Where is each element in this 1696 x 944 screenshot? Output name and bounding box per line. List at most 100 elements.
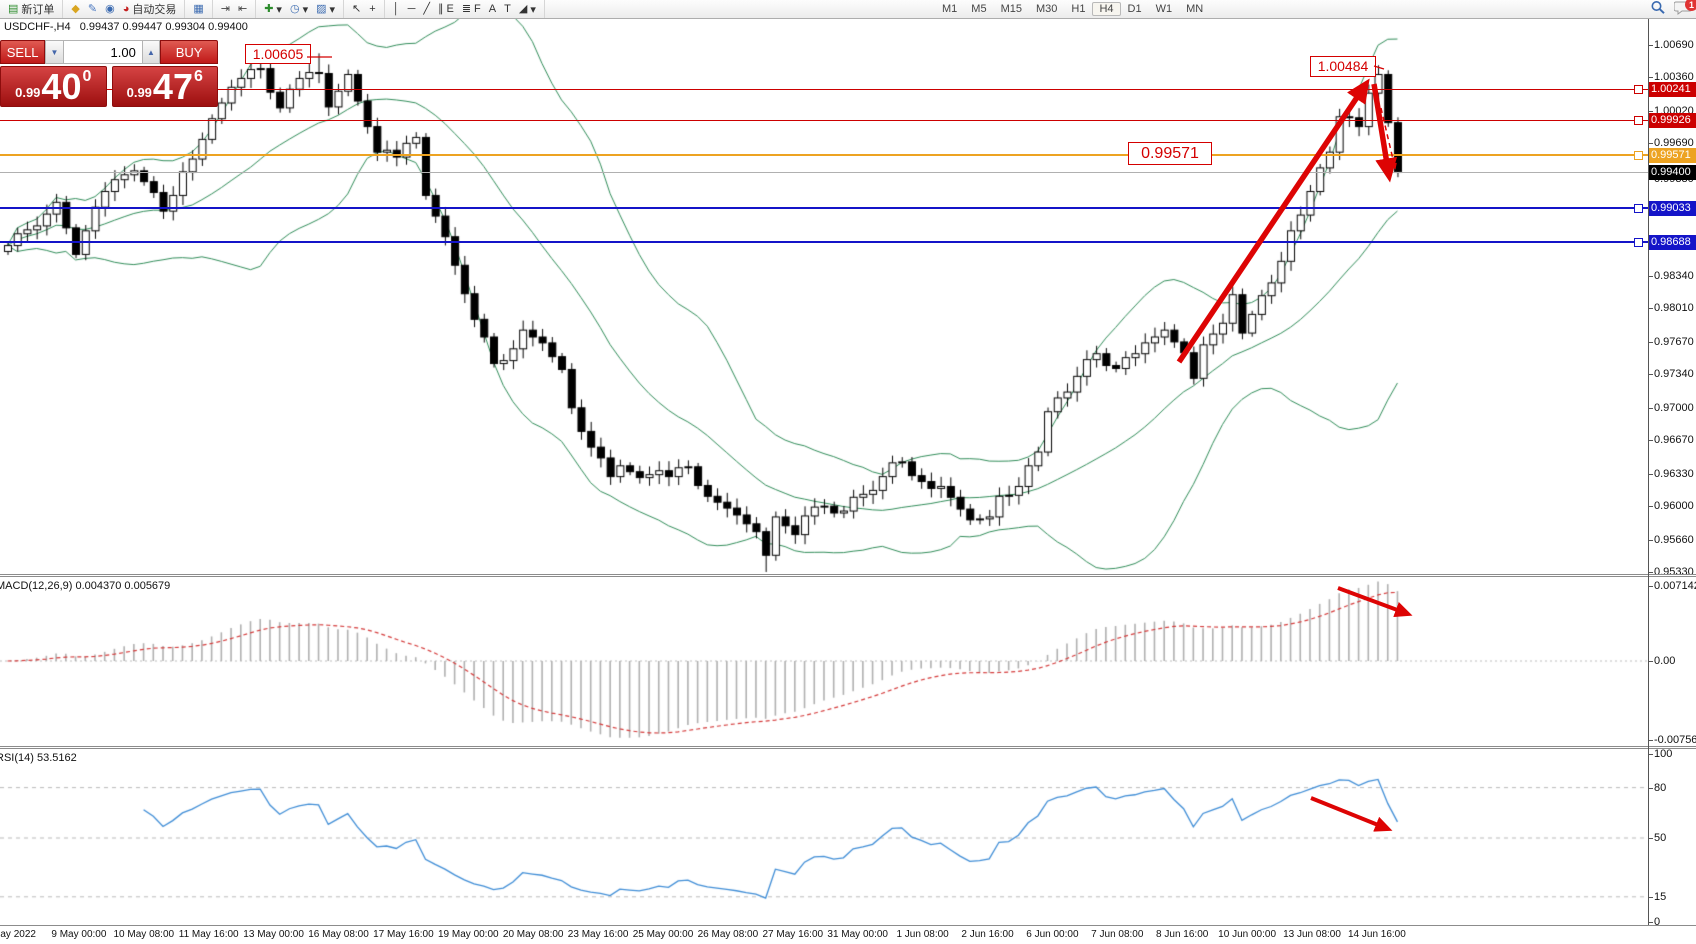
- price-tick-label: 0.96670: [1654, 434, 1694, 447]
- text-icon: A: [488, 3, 497, 15]
- price-tick-label: 0.97670: [1654, 335, 1694, 348]
- horizontal-level-line[interactable]: [0, 88, 1648, 90]
- timeframe-button-h1[interactable]: H1: [1071, 3, 1086, 15]
- volume-up-button[interactable]: ▲: [141, 40, 161, 64]
- time-axis-label: 13 Jun 08:00: [1283, 929, 1341, 940]
- rsi-tick-mark: [1648, 922, 1653, 923]
- text-label-icon[interactable]: T: [500, 1, 515, 17]
- auto-trading-button[interactable]: ◕ 自动交易: [119, 1, 181, 17]
- equidistant-channel-icon[interactable]: ∥ E: [434, 1, 458, 17]
- volume-down-button[interactable]: ▼: [45, 40, 64, 64]
- quill-icon[interactable]: ✎: [84, 1, 101, 17]
- toolbar-button-label: ▾: [276, 3, 282, 16]
- time-axis-label: 23 May 16:00: [567, 929, 629, 940]
- horizontal-level-line[interactable]: [0, 119, 1648, 121]
- price-tick-mark: [1648, 539, 1653, 541]
- cursor-icon[interactable]: ↖: [348, 1, 365, 17]
- timeframe-button-mn[interactable]: MN: [1186, 3, 1204, 15]
- time-axis-separator: [0, 925, 1696, 926]
- timeframe-button-m30[interactable]: M30: [1035, 3, 1058, 15]
- horizontal-line-icon[interactable]: ─: [404, 1, 420, 17]
- toolbar-group: │ ─ ╱ ∥ E ≣ F A T ◢ ▾: [385, 0, 545, 18]
- symbol-period-label: USDCHF-,H4: [4, 21, 71, 33]
- level-price-label: 0.99926: [1649, 113, 1696, 129]
- timeframe-button-w1[interactable]: W1: [1155, 3, 1173, 15]
- chart-shift-icon[interactable]: ⇤: [234, 1, 251, 17]
- timeframe-button-m5[interactable]: M5: [971, 3, 987, 15]
- broadcast-icon[interactable]: ◉: [101, 1, 119, 17]
- gold-icon[interactable]: ◆: [67, 1, 83, 17]
- fibonacci-icon[interactable]: ≣ F: [458, 1, 485, 17]
- auto-scroll-icon[interactable]: ⇥: [217, 1, 234, 17]
- rsi-tick-mark: [1648, 754, 1653, 755]
- ohlc-values: 0.99437 0.99447 0.99304 0.99400: [79, 21, 248, 33]
- buy-price-sup: 6: [193, 68, 203, 85]
- level-line-handle[interactable]: [1634, 116, 1643, 126]
- sell-price-box[interactable]: 0.99 40 0: [0, 66, 107, 107]
- level-line-handle[interactable]: [1634, 151, 1643, 161]
- horizontal-level-line[interactable]: [0, 240, 1648, 243]
- macd-tick-label: 0.00: [1654, 655, 1676, 667]
- chat-icon[interactable]: 1: [1673, 0, 1696, 18]
- text-icon[interactable]: A: [485, 1, 500, 17]
- arrows-icon[interactable]: ◢ ▾: [515, 1, 540, 17]
- text-label-icon: T: [504, 3, 511, 15]
- time-axis-label: 9 May 00:00: [51, 929, 107, 940]
- rsi-tick-label: 100: [1654, 748, 1673, 760]
- price-callout-level[interactable]: 0.99571: [1128, 142, 1212, 165]
- volume-input[interactable]: 1.00: [63, 40, 142, 64]
- price-callout-high-2[interactable]: 1.00484: [1310, 56, 1376, 77]
- auto-scroll-icon: ⇥: [220, 3, 230, 15]
- macd-tick-mark: [1648, 661, 1653, 662]
- timeframe-button-d1[interactable]: D1: [1127, 3, 1142, 15]
- rsi-tick-mark: [1648, 896, 1653, 898]
- level-price-label: 0.99033: [1649, 200, 1696, 216]
- periods-button[interactable]: ◷ ▾: [286, 1, 312, 17]
- buy-price-box[interactable]: 0.99 47 6: [111, 66, 218, 107]
- timeframe-button-h4[interactable]: H4: [1092, 2, 1121, 16]
- price-tick-label: 0.96330: [1654, 467, 1694, 480]
- crosshair-icon[interactable]: +: [365, 1, 379, 17]
- trendline-icon[interactable]: ╱: [419, 1, 434, 17]
- new-order-button[interactable]: ▤ 新订单: [4, 1, 58, 17]
- add-indicator-button[interactable]: ✚ ▾: [260, 1, 286, 17]
- horizontal-level-line[interactable]: [0, 154, 1648, 157]
- level-line-handle[interactable]: [1634, 237, 1643, 247]
- buy-button[interactable]: BUY: [160, 40, 218, 64]
- macd-tick-mark: [1648, 586, 1653, 587]
- time-axis-label: 10 Jun 00:00: [1218, 929, 1277, 940]
- panel-separator[interactable]: [0, 748, 1696, 749]
- level-line-handle[interactable]: [1634, 85, 1643, 95]
- price-tick-label: 1.00690: [1654, 39, 1694, 51]
- price-tick-label: 0.97340: [1654, 368, 1694, 381]
- panel-separator[interactable]: [0, 574, 1696, 575]
- buy-price-prefix: 0.99: [126, 85, 152, 100]
- rsi-tick-label: 80: [1654, 781, 1667, 794]
- fibonacci-icon: ≣: [461, 3, 472, 15]
- price-callout-high-1[interactable]: 1.00605: [245, 44, 311, 64]
- search-icon[interactable]: [1650, 0, 1666, 18]
- time-axis-label: 7 Jun 08:00: [1091, 929, 1144, 940]
- timeframe-button-m1[interactable]: M1: [942, 3, 958, 15]
- macd-panel-canvas[interactable]: [0, 577, 1648, 746]
- tile-windows-icon[interactable]: ▦: [189, 1, 207, 17]
- auto-trading-icon: ◕: [122, 3, 130, 15]
- sell-button[interactable]: SELL: [0, 40, 46, 64]
- vertical-line-icon[interactable]: │: [389, 1, 404, 17]
- templates-button[interactable]: ▨ ▾: [312, 1, 339, 17]
- toolbar-icon-groups: ▤ 新订单 ◆ ✎ ◉ ◕ 自动交易 ▦ ⇥ ⇤ ✚ ▾ ◷ ▾ ▨ ▾ ↖ + │ ─ ╱ ∥ E ≣ F A T ◢ ▾: [0, 0, 545, 18]
- rsi-panel-canvas[interactable]: [0, 749, 1648, 925]
- price-chart-canvas[interactable]: [0, 19, 1648, 574]
- timeframe-button-m15[interactable]: M15: [1000, 3, 1022, 15]
- horizontal-level-line[interactable]: [0, 206, 1648, 209]
- panel-separator[interactable]: [0, 746, 1696, 747]
- broadcast-icon: ◉: [105, 3, 115, 15]
- panel-separator[interactable]: [0, 576, 1696, 577]
- current-price-label: 0.99400: [1649, 164, 1696, 180]
- time-axis-label: 26 May 08:00: [697, 929, 759, 940]
- equidistant-channel-icon: ∥: [437, 3, 444, 15]
- toolbar-button-label: E: [446, 3, 454, 15]
- price-tick-label: 0.98340: [1654, 270, 1694, 283]
- level-line-handle[interactable]: [1634, 203, 1643, 213]
